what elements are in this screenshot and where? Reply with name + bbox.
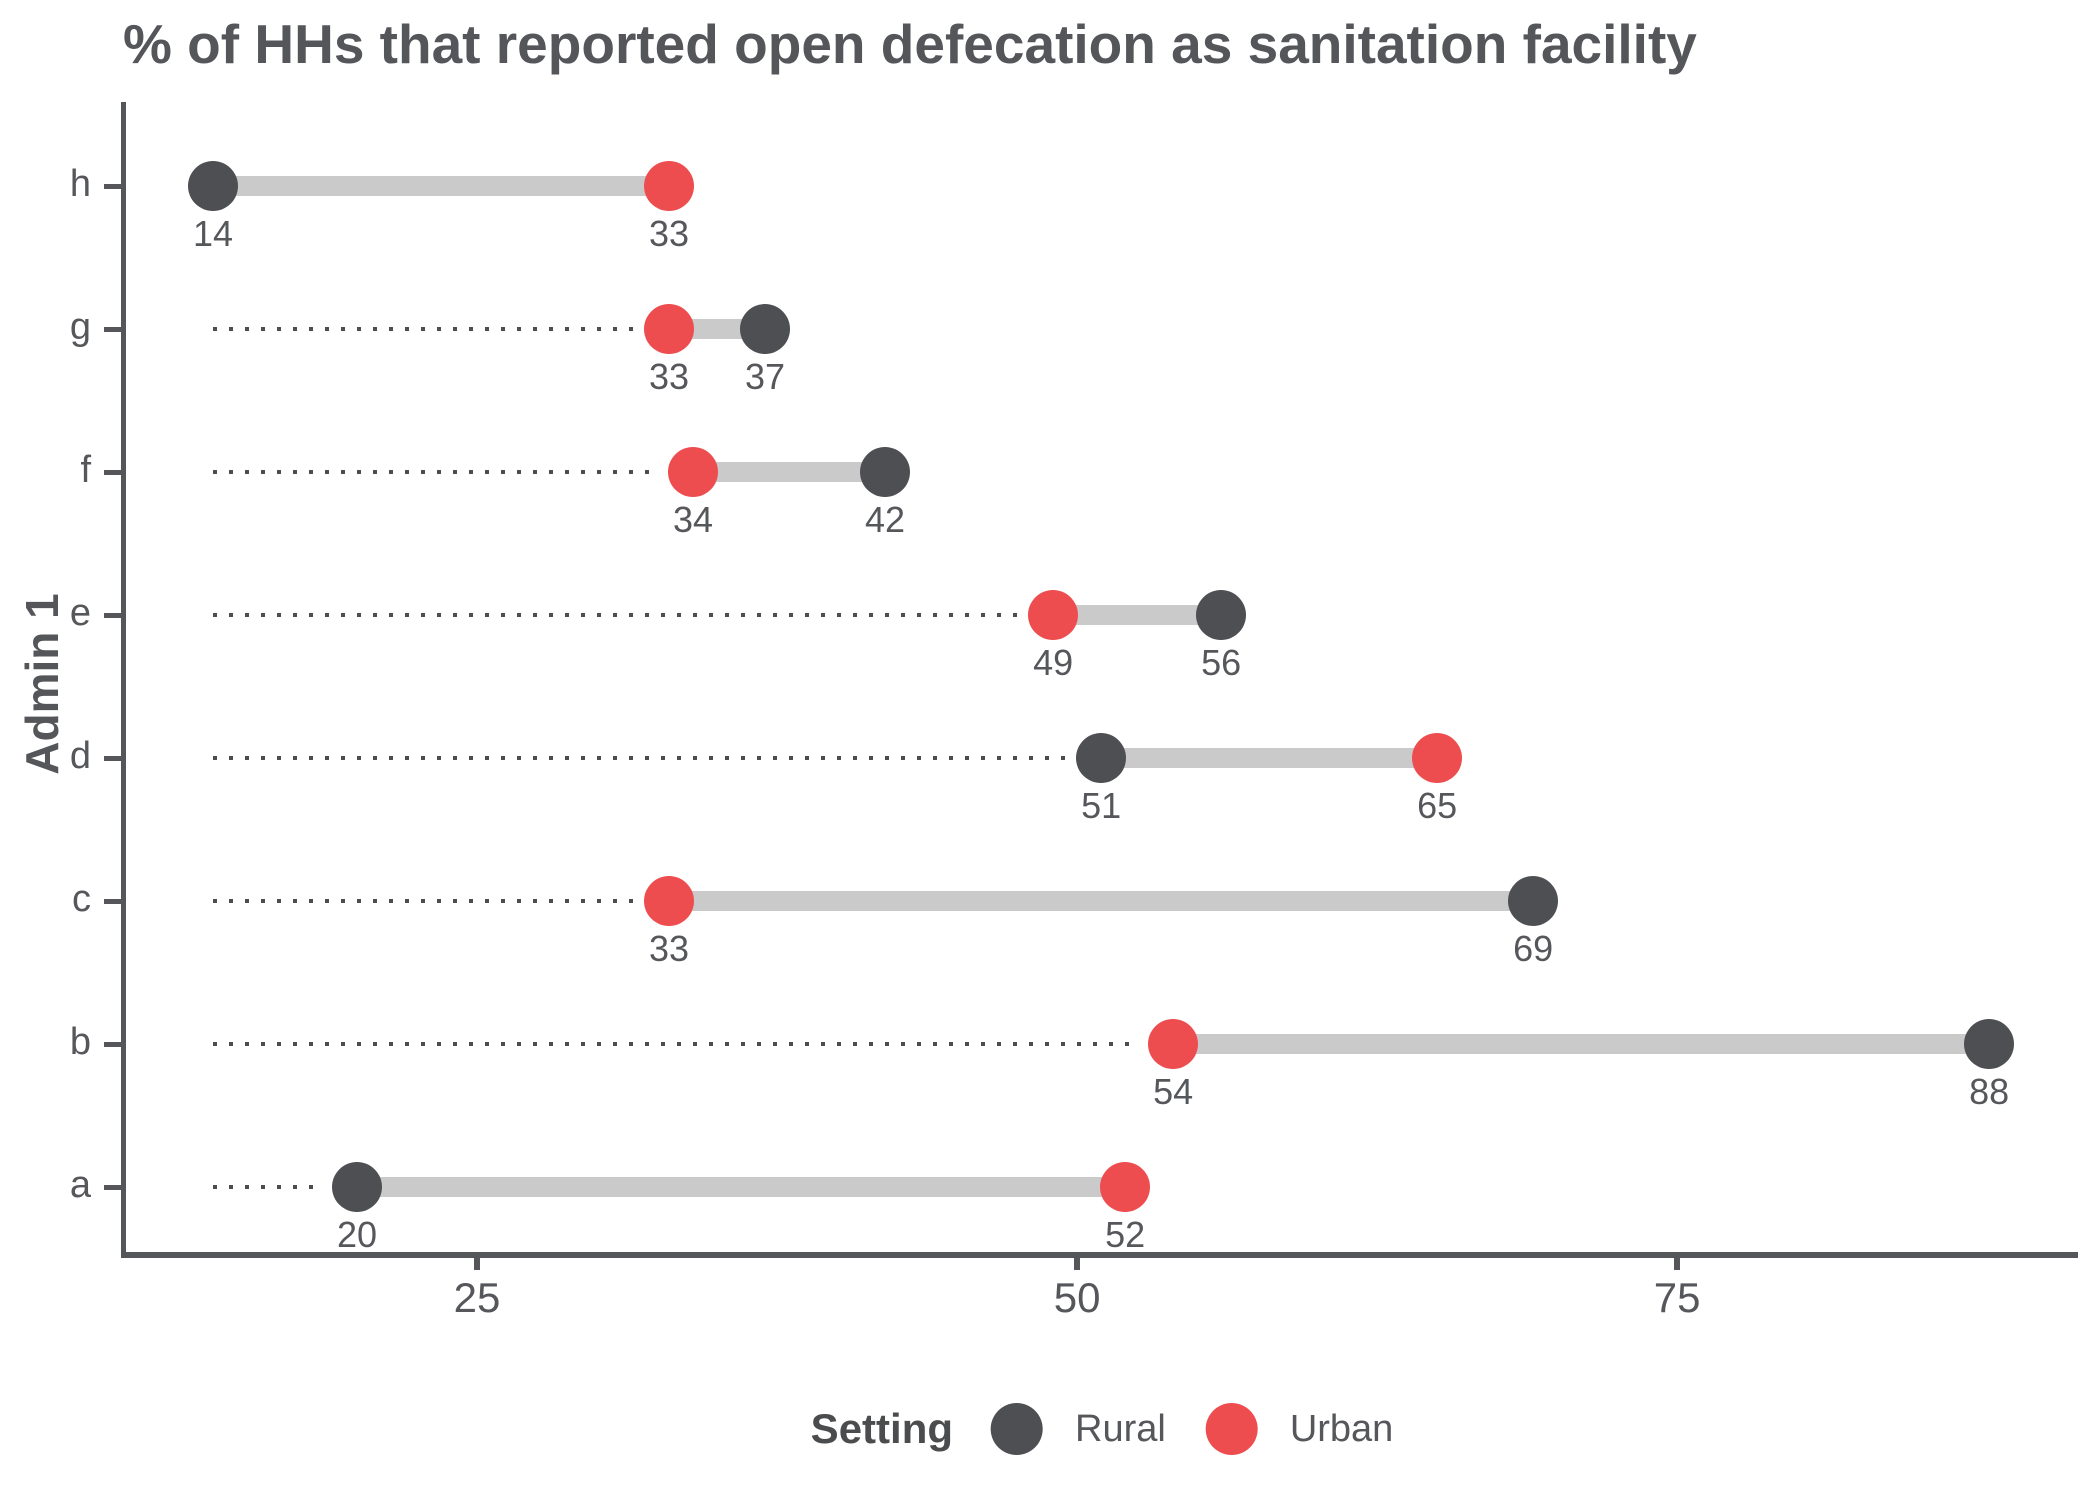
dumbbell-connector-bar <box>1101 748 1438 768</box>
dotted-leader-line <box>213 1042 1142 1046</box>
urban-point <box>644 304 695 354</box>
dotted-leader-line <box>213 1185 325 1189</box>
urban-value-label: 33 <box>649 213 690 254</box>
rural-value-label: 37 <box>745 356 786 397</box>
dumbbell-connector-bar <box>213 176 670 196</box>
urban-value-label: 52 <box>1105 1214 1146 1255</box>
dotted-leader-line <box>213 327 638 331</box>
legend-item-urban: Urban <box>1205 1403 1394 1455</box>
rural-value-label: 51 <box>1081 785 1122 826</box>
legend-label-rural: Rural <box>1075 1407 1166 1450</box>
dotted-leader-line <box>213 899 638 903</box>
rural-value-label: 14 <box>192 213 234 254</box>
rural-swatch-icon <box>991 1403 1044 1455</box>
rural-point <box>860 447 911 497</box>
x-tick <box>1074 1258 1081 1270</box>
y-tick <box>104 756 121 761</box>
rural-value-label: 88 <box>1969 1071 2010 1112</box>
urban-point <box>1148 1019 1199 1069</box>
urban-value-label: 34 <box>673 499 714 540</box>
rural-value-label: 56 <box>1201 642 1242 683</box>
urban-point <box>1412 733 1463 783</box>
x-tick-label: 75 <box>1653 1274 1701 1321</box>
x-tick <box>474 1258 481 1270</box>
legend-title: Setting <box>810 1405 954 1452</box>
dumbbell-connector-bar <box>1053 605 1222 625</box>
rural-value-label: 42 <box>865 499 906 540</box>
legend: Setting Rural Urban <box>810 1403 1394 1455</box>
y-tick <box>104 327 121 332</box>
y-tick <box>104 899 121 904</box>
rural-point <box>332 1162 383 1212</box>
legend-label-urban: Urban <box>1289 1407 1394 1450</box>
urban-point <box>644 161 695 211</box>
rural-point <box>1196 590 1247 640</box>
x-tick-label: 25 <box>453 1274 501 1321</box>
y-tick-label: e <box>69 591 91 634</box>
rural-point <box>1508 876 1559 926</box>
urban-value-label: 33 <box>649 356 690 397</box>
rural-value-label: 20 <box>336 1214 378 1255</box>
y-tick-label: c <box>72 877 91 920</box>
x-tick-label: 50 <box>1053 1274 1101 1321</box>
y-tick-label: f <box>80 448 91 491</box>
urban-point <box>668 447 719 497</box>
rural-point <box>1964 1019 2015 1069</box>
legend-item-rural: Rural <box>991 1403 1166 1455</box>
y-axis-line <box>121 102 126 1258</box>
urban-point <box>1028 590 1079 640</box>
y-tick <box>104 184 121 189</box>
urban-value-label: 65 <box>1417 785 1458 826</box>
y-tick <box>104 1185 121 1190</box>
dotted-leader-line <box>213 756 1070 760</box>
dotted-leader-line <box>213 613 1022 617</box>
y-tick-label: h <box>69 162 91 205</box>
urban-point <box>644 876 695 926</box>
plot-panel: 14 33 h 37 33 g 42 34 f 56 49 e 51 65 d 69 33 c 88 54 b 20 52 a <box>70 102 2078 1255</box>
urban-value-label: 54 <box>1153 1071 1194 1112</box>
x-tick <box>1674 1258 1681 1270</box>
rural-point <box>740 304 791 354</box>
urban-point <box>1100 1162 1151 1212</box>
y-tick <box>104 1042 121 1047</box>
rural-value-label: 69 <box>1513 928 1554 969</box>
urban-value-label: 33 <box>649 928 690 969</box>
y-tick-label: a <box>69 1163 91 1206</box>
urban-value-label: 49 <box>1033 642 1074 683</box>
dumbbell-connector-bar <box>669 891 1534 911</box>
x-axis-line <box>121 1252 2078 1258</box>
dumbbell-connector-bar <box>1173 1034 1990 1054</box>
y-tick <box>104 470 121 475</box>
y-tick <box>104 613 121 618</box>
y-tick-label: g <box>69 305 91 348</box>
dumbbell-connector-bar <box>357 1177 1126 1197</box>
dumbbell-connector-bar <box>693 462 886 482</box>
dotted-leader-line <box>213 470 662 474</box>
rural-point <box>188 161 238 211</box>
urban-swatch-icon <box>1205 1403 1258 1455</box>
rural-point <box>1076 733 1127 783</box>
y-tick-label: d <box>69 734 91 777</box>
y-tick-label: b <box>69 1020 91 1063</box>
chart-title: % of HHs that reported open defecation a… <box>123 13 1697 75</box>
